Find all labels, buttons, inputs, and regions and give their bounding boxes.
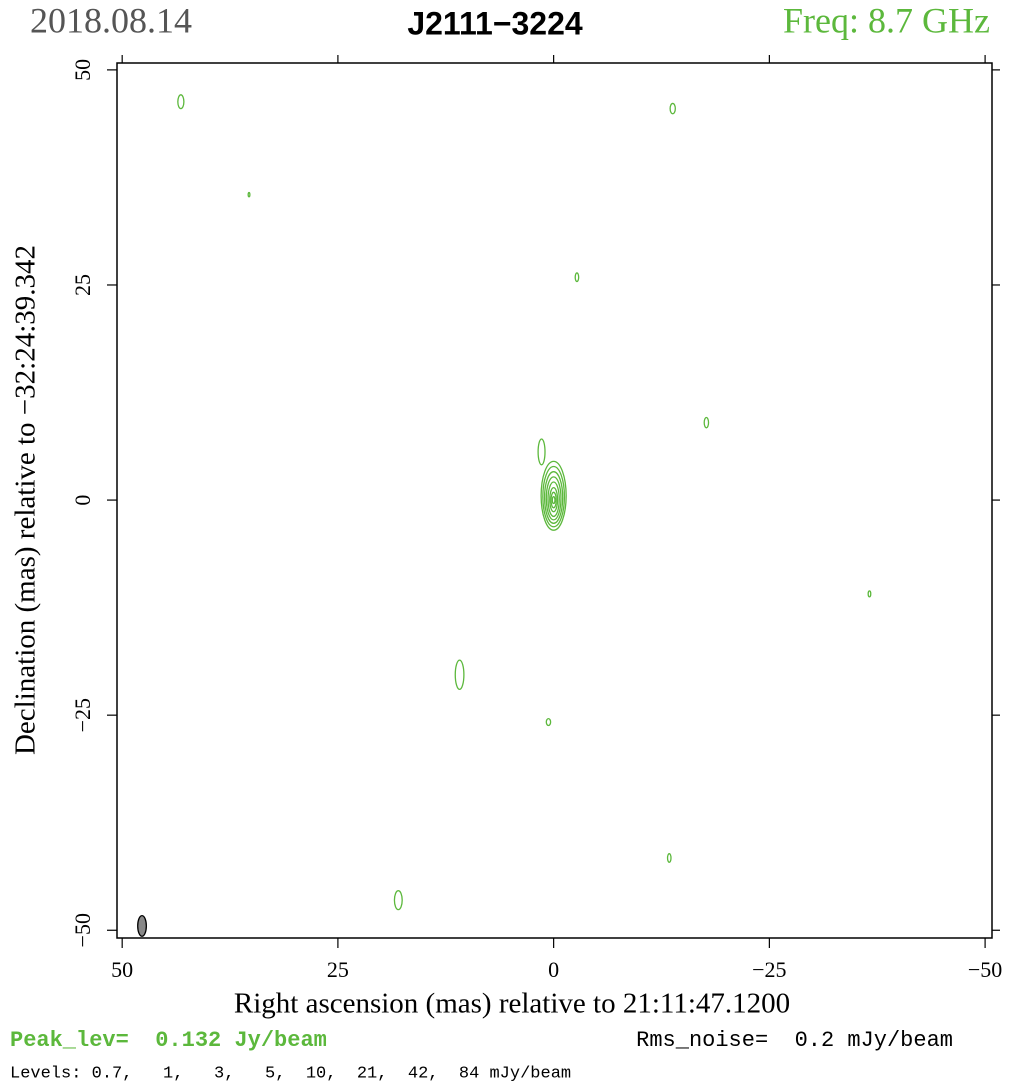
contour (393, 890, 403, 911)
contour (547, 481, 560, 518)
contour (454, 659, 465, 691)
y-axis-label: Declination (mas) relative to −32:24:39.… (10, 245, 42, 755)
x-tick-label: 0 (548, 957, 559, 982)
x-tick-label: 25 (327, 957, 349, 982)
frequency: Freq: 8.7 GHz (783, 0, 990, 40)
rms-noise: Rms_noise= 0.2 mJy/beam (636, 1028, 953, 1053)
contour (545, 717, 552, 727)
contour (247, 191, 251, 198)
contour (666, 853, 672, 863)
contour (545, 476, 562, 521)
contour (550, 491, 557, 509)
y-tick-label: 25 (70, 274, 95, 296)
contour (574, 272, 580, 283)
contour (537, 438, 546, 466)
contour (549, 486, 559, 513)
contour (542, 465, 566, 528)
beam (137, 914, 147, 937)
y-tick-label: 50 (70, 59, 95, 81)
contour (540, 460, 567, 531)
x-tick-label: 50 (111, 957, 133, 982)
x-tick-label: −50 (968, 957, 1002, 982)
y-tick-label: −25 (70, 698, 95, 732)
y-tick-label: 0 (70, 495, 95, 506)
chart-title: J2111−3224 (407, 5, 583, 41)
contour (551, 495, 556, 505)
contour (543, 471, 564, 524)
contour (703, 416, 710, 429)
date: 2018.08.14 (30, 0, 192, 40)
y-tick-label: −50 (70, 913, 95, 947)
x-axis-label: Right ascension (mas) relative to 21:11:… (234, 988, 790, 1020)
x-tick-label: −25 (752, 957, 786, 982)
contour (867, 590, 872, 598)
levels: Levels: 0.7, 1, 3, 5, 10, 21, 42, 84 mJy… (10, 1064, 571, 1083)
contour (669, 102, 676, 115)
contour (177, 94, 185, 110)
peak-level: Peak_lev= 0.132 Jy/beam (10, 1028, 327, 1053)
